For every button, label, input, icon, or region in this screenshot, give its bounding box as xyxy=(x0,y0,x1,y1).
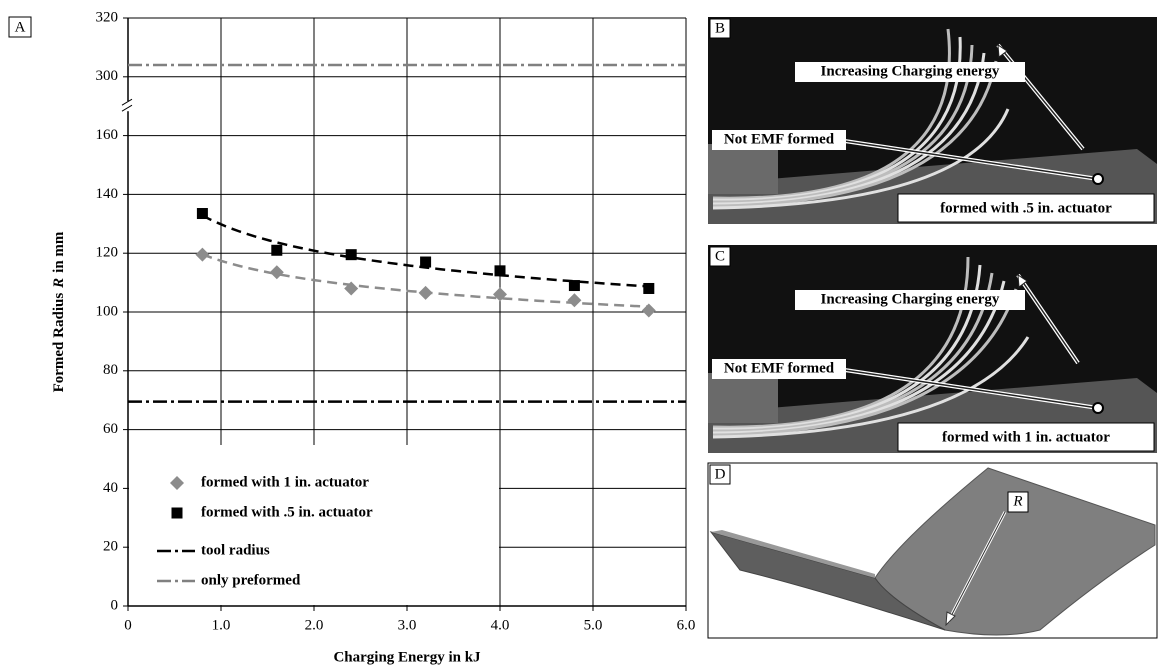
annotation-box xyxy=(712,359,846,379)
pointer-dot xyxy=(1092,173,1104,185)
photo-fixture xyxy=(708,373,778,423)
axis-break-gap xyxy=(124,101,132,112)
pointer-line xyxy=(837,139,1099,180)
photo-panel: C Increasing Charging energy Not EMF forme… xyxy=(708,245,1157,453)
x-tick-label: 3.0 xyxy=(398,617,417,633)
arrow-head xyxy=(997,44,1008,58)
annotation-box xyxy=(795,62,1025,82)
y-tick-label: 140 xyxy=(96,186,119,202)
photo-strand xyxy=(712,52,986,206)
sheet-edge xyxy=(709,531,946,631)
y-tick-label: 20 xyxy=(103,539,118,555)
data-point xyxy=(269,265,284,280)
legend-label: formed with .5 in. actuator xyxy=(201,504,373,520)
y-tick-label: 0 xyxy=(111,597,119,613)
legend-label: tool radius xyxy=(201,542,270,558)
symbol-box xyxy=(1007,491,1029,513)
note-label: Not EMF formed xyxy=(724,360,835,376)
panel-label: A xyxy=(15,19,26,35)
render-panel: RD xyxy=(707,462,1158,639)
legend-label: formed with 1 in. actuator xyxy=(201,474,369,490)
panel-label-box xyxy=(709,18,731,39)
data-point xyxy=(344,281,359,296)
axis-break xyxy=(121,98,133,112)
note-label: Not EMF formed xyxy=(724,131,835,147)
legend-symbol xyxy=(171,507,183,519)
data-point xyxy=(493,287,507,302)
radius-symbol: R xyxy=(1012,493,1022,509)
photo-strand xyxy=(712,272,994,433)
data-point xyxy=(195,247,210,262)
photo-panel: B Increasing Charging energy Not EMF forme… xyxy=(708,17,1157,224)
data-point xyxy=(345,249,357,261)
radius-arrow xyxy=(947,511,1006,623)
radius-arrow-head xyxy=(945,611,956,627)
y-axis-title-part: R xyxy=(51,278,67,289)
legend-box xyxy=(129,445,499,605)
photo-strand xyxy=(712,288,1018,437)
sheet-top xyxy=(711,530,875,578)
y-axis-title: Formed Radius Rin mm xyxy=(51,231,67,392)
x-tick-label: 2.0 xyxy=(305,617,324,633)
panel-label: D xyxy=(715,466,726,482)
x-tick-label: 1.0 xyxy=(212,617,231,633)
plot: 0 20 40 60 80 100 120 140 160 300 320 0 1.0 2.0 3.0 4.0… xyxy=(51,9,695,665)
annotation-box xyxy=(712,130,846,150)
caption: formed with .5 in. actuator xyxy=(940,200,1112,216)
caption-box xyxy=(897,422,1155,452)
y-tick-label: 160 xyxy=(96,127,119,143)
panel-label: B xyxy=(715,20,725,36)
photo-strand xyxy=(712,336,1030,439)
data-point xyxy=(494,265,506,277)
x-axis-title: Charging Energy in kJ xyxy=(333,649,481,665)
caption: formed with 1 in. actuator xyxy=(942,429,1110,445)
data-point xyxy=(420,256,432,268)
panel-label-box xyxy=(709,464,731,485)
photo-strand xyxy=(712,60,998,208)
photo-strand xyxy=(712,44,974,204)
data-point xyxy=(271,244,283,256)
arrow-label: Increasing Charging energy xyxy=(821,291,1000,307)
panel-label-box xyxy=(709,246,731,267)
data-point xyxy=(418,285,433,300)
data-point xyxy=(641,303,656,318)
pointer-line xyxy=(837,368,1099,409)
data-point xyxy=(196,208,208,220)
data-point xyxy=(643,282,655,294)
y-tick-label: 320 xyxy=(96,9,119,25)
photo-strand xyxy=(712,108,1010,210)
arrow-head xyxy=(1017,274,1028,288)
y-tick-label: 120 xyxy=(96,245,119,261)
trend-line xyxy=(201,214,649,288)
y-tick-label: 40 xyxy=(103,480,118,496)
y-tick-label: 60 xyxy=(103,421,118,437)
y-tick-label: 80 xyxy=(103,362,118,378)
y-tick-label: 100 xyxy=(96,303,119,319)
photo-panels: B Increasing Charging energy Not EMF forme… xyxy=(707,17,1158,639)
photo-fixture xyxy=(708,144,778,194)
annotation-box xyxy=(795,290,1025,310)
data-point xyxy=(567,293,582,308)
data-point xyxy=(568,280,580,292)
x-tick-label: 0 xyxy=(124,617,132,633)
x-tick-label: 6.0 xyxy=(677,617,696,633)
x-tick-label: 5.0 xyxy=(584,617,603,633)
y-axis-title-part: Formed Radius xyxy=(51,293,67,393)
pointer-dot xyxy=(1092,402,1104,414)
panel-label: C xyxy=(715,248,725,264)
legend-label: only preformed xyxy=(201,572,301,588)
caption-box xyxy=(897,193,1155,223)
panel-label-box xyxy=(8,16,32,38)
y-tick-label: 300 xyxy=(96,68,119,84)
arrow-label: Increasing Charging energy xyxy=(821,63,1000,79)
legend-symbol xyxy=(170,476,184,490)
arrow-shaft xyxy=(1017,274,1079,364)
x-tick-label: 4.0 xyxy=(491,617,510,633)
y-axis-title-part: in mm xyxy=(51,231,67,273)
photo-strand xyxy=(712,280,1006,435)
